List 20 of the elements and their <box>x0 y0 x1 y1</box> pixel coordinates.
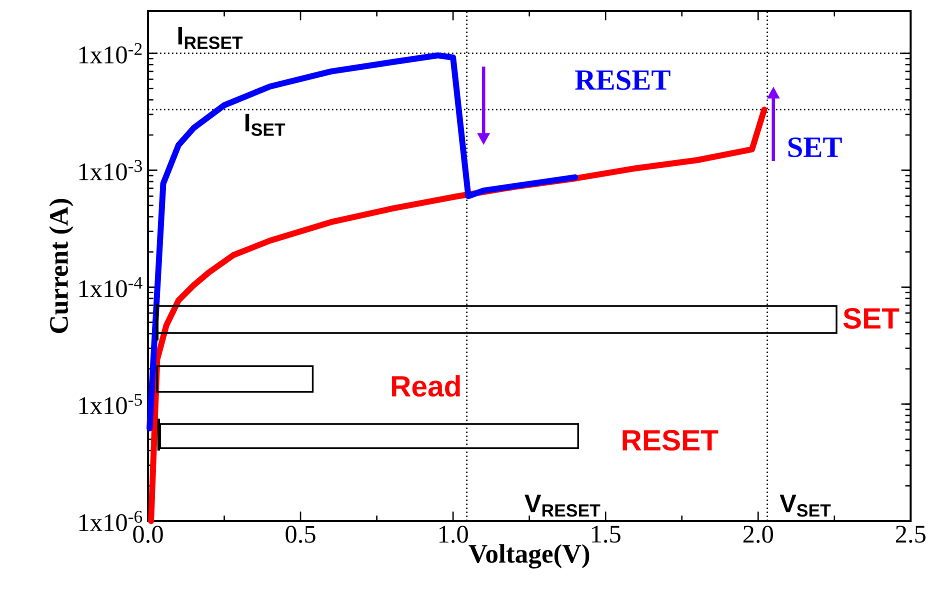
x-tick-label: 0.5 <box>286 526 316 543</box>
annotation: SET <box>788 137 842 158</box>
annotation: RESET <box>622 430 718 451</box>
ref-line-label: V$_{SET}$ <box>780 494 831 517</box>
x-tick-label: 1.5 <box>592 526 620 543</box>
x-axis-title: Voltage(V) <box>468 544 590 568</box>
y-tick-label: 1x10$^{-4}$ <box>79 277 142 298</box>
annotation: RESET <box>575 70 670 90</box>
x-tick-label: 2.5 <box>896 526 926 543</box>
ref-line-label: I$_{RESET}$ <box>178 26 243 50</box>
annotation: SET <box>843 308 900 329</box>
y-axis-title: Current (A) <box>49 198 74 333</box>
y-tick-label: 1x10$^{-2}$ <box>79 43 142 64</box>
y-tick-label: 1x10$^{-3}$ <box>79 160 142 180</box>
x-tick-label: 1.0 <box>439 526 468 543</box>
x-tick-label: 2.0 <box>743 526 773 543</box>
ref-line-label: I$_{SET}$ <box>245 114 286 136</box>
annotation: Read <box>392 375 460 397</box>
y-tick-label: 1x10$^{-5}$ <box>79 394 142 414</box>
ref-line-label: V$_{RESET}$ <box>524 494 600 517</box>
